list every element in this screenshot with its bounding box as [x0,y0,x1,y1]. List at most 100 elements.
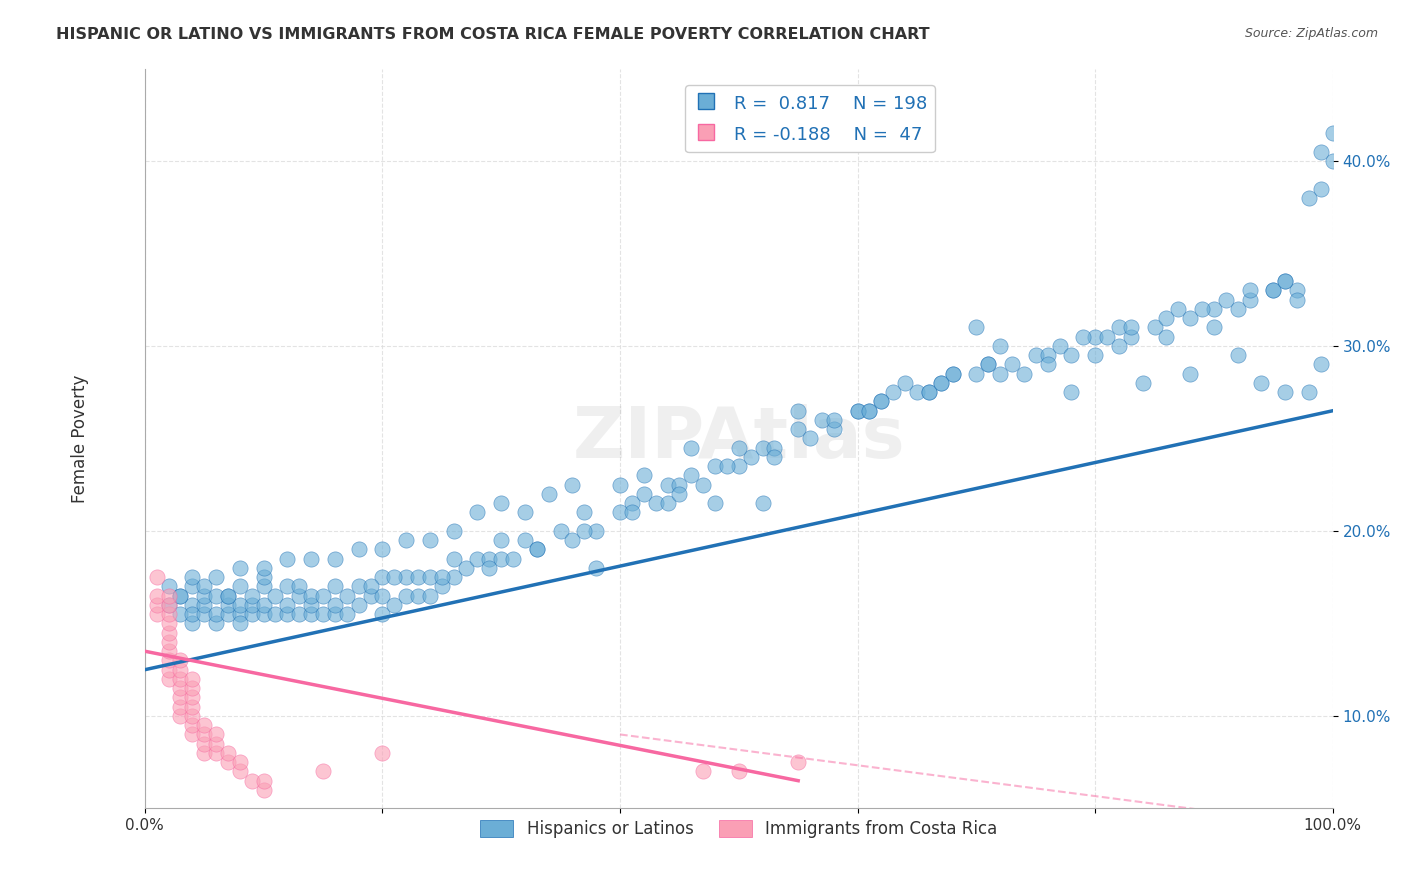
Point [1322,126,1344,140]
Point [240,589,263,603]
Point [1226,301,1249,316]
Point [252,783,274,797]
Point [489,533,512,548]
Point [299,598,322,612]
Point [229,598,252,612]
Point [312,589,335,603]
Point [205,746,228,760]
Point [704,496,727,510]
Point [205,737,228,751]
Point [347,579,370,593]
Point [561,533,583,548]
Point [252,607,274,622]
Point [157,644,180,658]
Point [169,672,191,686]
Point [323,598,346,612]
Point [823,413,845,427]
Point [217,746,239,760]
Point [240,607,263,622]
Point [894,376,917,390]
Point [1215,293,1237,307]
Point [193,598,215,612]
Point [1036,358,1059,372]
Point [692,764,714,779]
Point [574,524,596,538]
Point [157,616,180,631]
Y-axis label: Female Poverty: Female Poverty [72,375,89,503]
Point [823,422,845,436]
Point [965,320,987,334]
Point [668,477,690,491]
Point [1274,274,1296,288]
Point [657,477,679,491]
Point [1071,330,1094,344]
Point [145,589,167,603]
Point [1060,385,1083,400]
Point [1108,320,1130,334]
Point [252,579,274,593]
Point [299,551,322,566]
Point [145,607,167,622]
Point [299,589,322,603]
Point [1263,284,1285,298]
Point [1025,348,1047,362]
Point [276,607,298,622]
Point [561,477,583,491]
Point [181,727,204,741]
Point [347,598,370,612]
Point [1156,330,1178,344]
Point [1132,376,1154,390]
Point [918,385,941,400]
Point [217,598,239,612]
Point [323,579,346,593]
Point [811,413,834,427]
Point [585,561,607,575]
Point [169,653,191,667]
Point [288,607,311,622]
Point [217,589,239,603]
Point [751,496,773,510]
Point [1060,348,1083,362]
Point [1309,145,1331,159]
Point [489,551,512,566]
Point [181,681,204,696]
Point [157,589,180,603]
Point [692,477,714,491]
Point [252,570,274,584]
Point [870,394,893,409]
Point [217,755,239,769]
Point [633,487,655,501]
Point [1239,284,1261,298]
Point [1309,182,1331,196]
Point [406,570,429,584]
Point [395,533,418,548]
Point [574,506,596,520]
Point [252,598,274,612]
Point [1298,191,1320,205]
Point [1012,367,1035,381]
Point [882,385,904,400]
Point [157,598,180,612]
Point [264,607,287,622]
Point [1309,358,1331,372]
Point [419,533,441,548]
Point [942,367,965,381]
Point [406,589,429,603]
Point [217,589,239,603]
Point [1119,330,1142,344]
Point [513,533,536,548]
Point [430,579,453,593]
Point [1239,293,1261,307]
Point [205,607,228,622]
Point [1298,385,1320,400]
Point [681,441,703,455]
Point [513,506,536,520]
Point [668,487,690,501]
Point [371,607,394,622]
Point [193,589,215,603]
Point [336,589,359,603]
Point [681,468,703,483]
Point [157,625,180,640]
Point [217,607,239,622]
Point [229,607,252,622]
